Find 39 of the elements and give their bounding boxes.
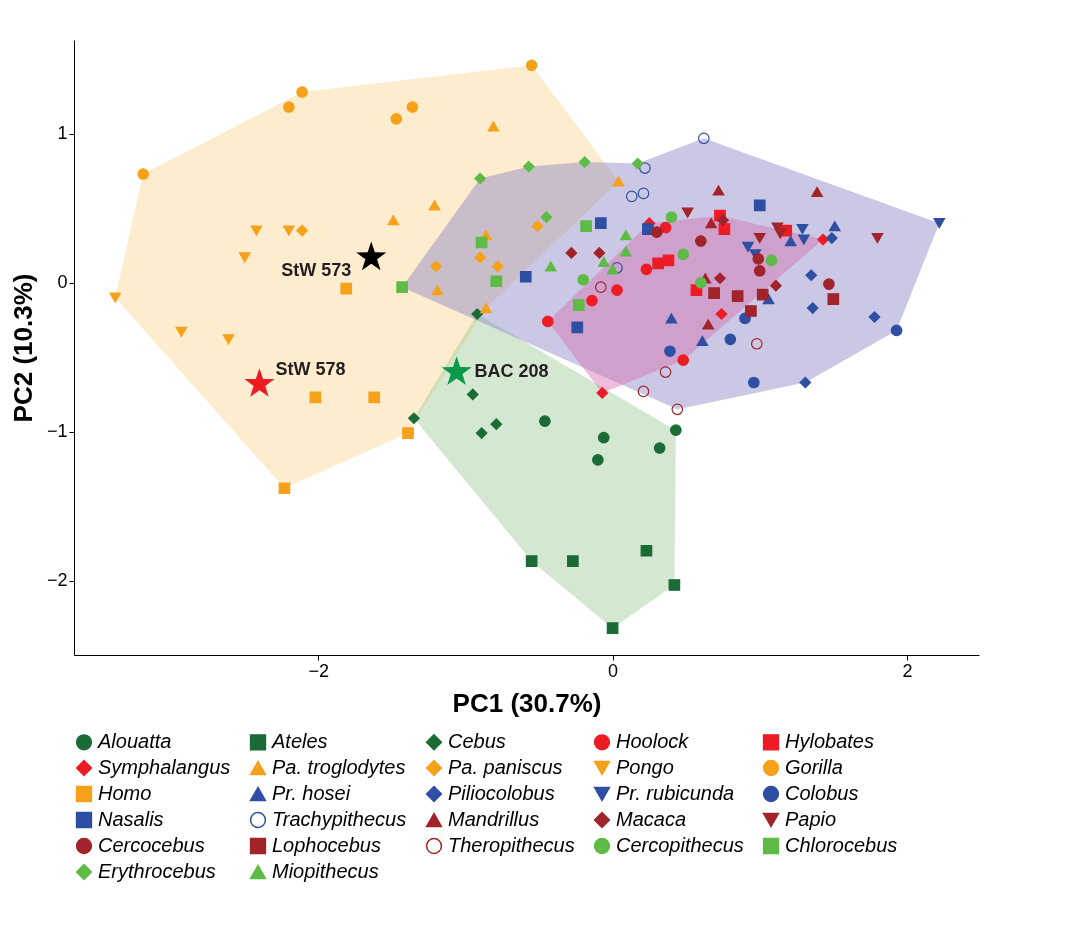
x-tick-label: 2 [902, 660, 913, 681]
y-tick-label: 0 [57, 272, 68, 293]
legend-label: Pa. troglodytes [272, 756, 406, 778]
legend-label: Cebus [448, 730, 506, 753]
x-tick-label: 0 [608, 660, 619, 681]
annotation: StW 578 [275, 358, 346, 379]
y-tick-label: −1 [46, 421, 68, 442]
legend-label: Hylobates [785, 730, 874, 753]
legend-label: Papio [785, 808, 837, 830]
legend-label: Erythrocebus [98, 860, 216, 882]
legend-label: Pr. hosei [272, 782, 351, 804]
annotation: StW 573 [281, 260, 352, 281]
x-tick-label: −2 [308, 660, 330, 681]
y-tick-label: −2 [46, 570, 68, 591]
legend-label: Gorilla [785, 756, 843, 778]
legend-label: Lophocebus [272, 834, 381, 856]
legend-label: Chlorocebus [785, 834, 898, 856]
y-axis-title: PC2 (10.3%) [7, 273, 38, 423]
legend-label: Colobus [785, 782, 859, 804]
legend-label: Theropithecus [448, 834, 575, 856]
legend-label: Homo [98, 782, 152, 804]
legend-label: Nasalis [98, 808, 164, 830]
legend-label: Cercocebus [98, 834, 205, 856]
legend-label: Symphalangus [98, 756, 231, 778]
legend-label: Cercopithecus [616, 834, 744, 856]
legend-label: Pongo [616, 756, 674, 778]
legend-label: Pr. rubicunda [616, 782, 735, 804]
legend-label: Ateles [271, 730, 328, 753]
annotation: BAC 208 [474, 361, 549, 382]
x-axis-title: PC1 (30.7%) [452, 687, 602, 718]
legend-label: Piliocolobus [448, 782, 555, 804]
legend-label: Mandrillus [448, 808, 540, 830]
legend-label: Alouatta [97, 730, 172, 753]
legend-label: Pa. paniscus [448, 756, 563, 778]
legend-label: Miopithecus [272, 860, 379, 882]
y-tick-label: 1 [57, 123, 68, 144]
legend-label: Trachypithecus [272, 808, 407, 830]
legend-label: Hoolock [616, 730, 690, 753]
legend-label: Macaca [616, 808, 687, 830]
